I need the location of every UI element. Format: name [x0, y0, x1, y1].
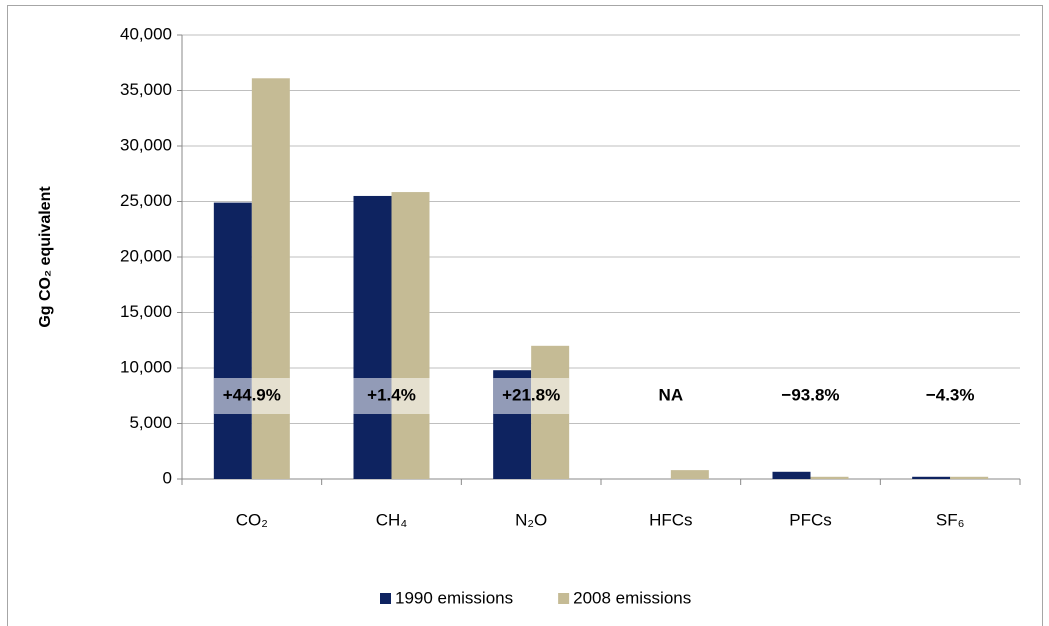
legend-swatch [558, 593, 570, 604]
x-tick-label: CH₄ [376, 510, 408, 529]
bar [251, 78, 290, 479]
annotation: NA [659, 385, 684, 404]
legend-label: 2008 emissions [573, 588, 691, 607]
y-tick-label: 30,000 [120, 135, 172, 154]
bar [670, 470, 709, 479]
y-tick-label: 35,000 [120, 80, 172, 99]
chart-frame [7, 5, 1043, 626]
bar [772, 471, 811, 479]
x-tick-label: HFCs [649, 510, 692, 529]
y-tick-label: 20,000 [120, 246, 172, 265]
annotation-box [353, 378, 430, 414]
annotation: −93.8% [781, 385, 839, 404]
annotation-box [493, 378, 570, 414]
annotation: −4.3% [926, 385, 975, 404]
y-tick-label: 10,000 [120, 357, 172, 376]
y-axis-label: Gg CO₂ equivalent [37, 186, 54, 328]
bar [353, 195, 392, 479]
x-tick-label: PFCs [789, 510, 832, 529]
y-tick-label: 0 [163, 468, 172, 487]
annotation: +21.8% [502, 385, 560, 404]
bar [391, 192, 430, 479]
x-tick-label: CO₂ [236, 510, 268, 529]
y-tick-label: 15,000 [120, 302, 172, 321]
annotation: +44.9% [223, 385, 281, 404]
y-tick-label: 5,000 [129, 413, 172, 432]
legend-label: 1990 emissions [395, 588, 513, 607]
y-tick-label: 25,000 [120, 191, 172, 210]
bar [213, 202, 252, 480]
annotation-box [213, 378, 290, 414]
y-tick-label: 40,000 [120, 24, 172, 43]
x-tick-label: SF₆ [936, 510, 965, 529]
bar [810, 476, 849, 479]
annotation: +1.4% [367, 385, 416, 404]
legend-swatch [380, 593, 391, 604]
x-tick-label: N₂O [515, 510, 547, 529]
bar [950, 476, 989, 479]
bar [912, 476, 951, 479]
